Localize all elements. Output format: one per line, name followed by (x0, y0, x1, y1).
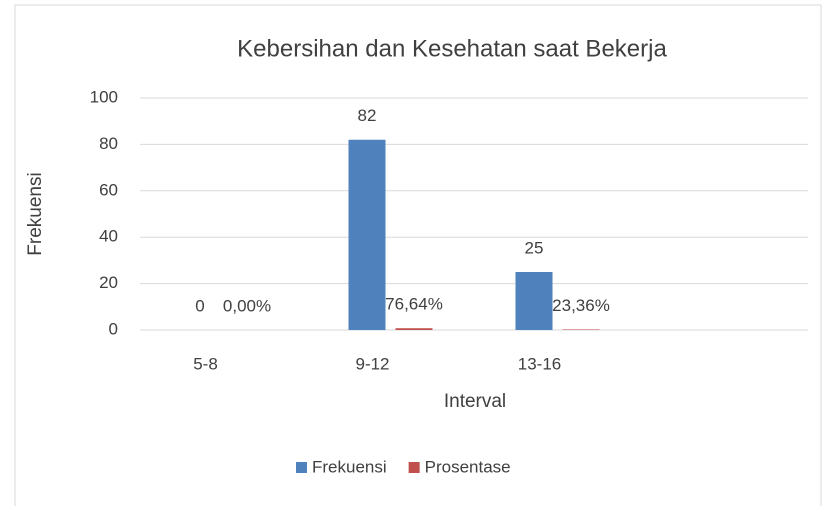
legend-label: Prosentase (425, 457, 511, 476)
bar (562, 329, 600, 330)
x-axis-label: Interval (444, 391, 506, 412)
y-tick-label: 20 (99, 273, 118, 292)
data-label: 25 (525, 238, 544, 257)
chart-frame (14, 4, 822, 506)
y-tick-label: 40 (99, 227, 118, 246)
x-tick-label: 13-16 (518, 354, 561, 373)
legend-swatch (408, 462, 420, 473)
y-tick-label: 0 (109, 319, 118, 338)
data-label: 23,36% (552, 296, 610, 315)
bar (515, 272, 553, 330)
chart-title: Kebersihan dan Kesehatan saat Bekerja (237, 35, 667, 62)
data-label: 0,00% (223, 296, 271, 315)
y-tick-label: 100 (90, 87, 118, 106)
data-label: 0 (195, 296, 204, 315)
y-tick-label: 80 (99, 134, 118, 153)
data-label: 82 (358, 106, 377, 125)
bar (395, 328, 433, 330)
x-tick-label: 5-8 (193, 354, 218, 373)
data-label: 76,64% (385, 295, 443, 314)
legend-label: Frekuensi (312, 457, 387, 476)
bar (348, 139, 386, 330)
y-tick-label: 60 (99, 180, 118, 199)
legend-swatch (296, 462, 307, 473)
x-tick-label: 9-12 (355, 354, 389, 373)
y-axis-label: Frekuensi (25, 172, 46, 255)
